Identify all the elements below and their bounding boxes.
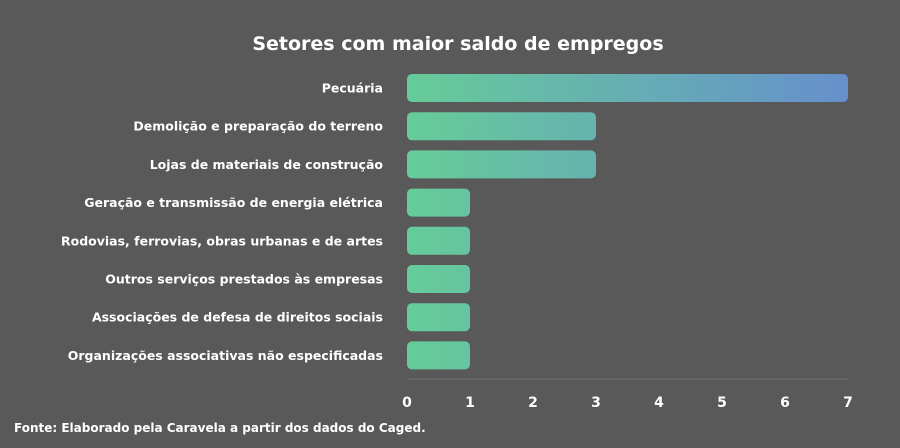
- bar: [407, 265, 470, 293]
- category-label: Pecuária: [322, 81, 383, 96]
- x-tick-label: 0: [402, 395, 412, 411]
- source-note: Fonte: Elaborado pela Caravela a partir …: [14, 421, 426, 435]
- category-label: Demolição e preparação do terreno: [133, 119, 383, 134]
- category-label: Lojas de materiais de construção: [150, 157, 384, 172]
- bar: [407, 303, 470, 332]
- x-axis-ticks: 0 1 2 3 4 5 6 7: [402, 395, 853, 411]
- chart-title: Setores com maior saldo de empregos: [252, 33, 663, 55]
- x-tick-label: 2: [528, 395, 538, 411]
- x-tick-label: 7: [843, 395, 853, 411]
- x-tick-label: 1: [465, 395, 475, 411]
- bar: [407, 112, 596, 141]
- bar: [407, 341, 470, 370]
- bar: [407, 188, 470, 217]
- category-label: Organizações associativas não especifica…: [68, 348, 383, 363]
- bar: [407, 74, 848, 102]
- bar: [407, 226, 470, 255]
- category-label: Rodovias, ferrovias, obras urbanas e de …: [61, 233, 383, 248]
- x-tick-label: 3: [591, 395, 601, 411]
- category-label: Geração e transmissão de energia elétric…: [84, 195, 383, 210]
- category-label: Outros serviços prestados às empresas: [105, 272, 383, 287]
- bars-group: [407, 74, 848, 370]
- x-tick-label: 4: [654, 395, 664, 411]
- category-labels: Pecuária Demolição e preparação do terren…: [61, 81, 383, 363]
- category-label: Associações de defesa de direitos sociai…: [92, 310, 383, 325]
- x-tick-label: 5: [717, 395, 727, 411]
- x-tick-label: 6: [780, 395, 790, 411]
- bar: [407, 150, 596, 179]
